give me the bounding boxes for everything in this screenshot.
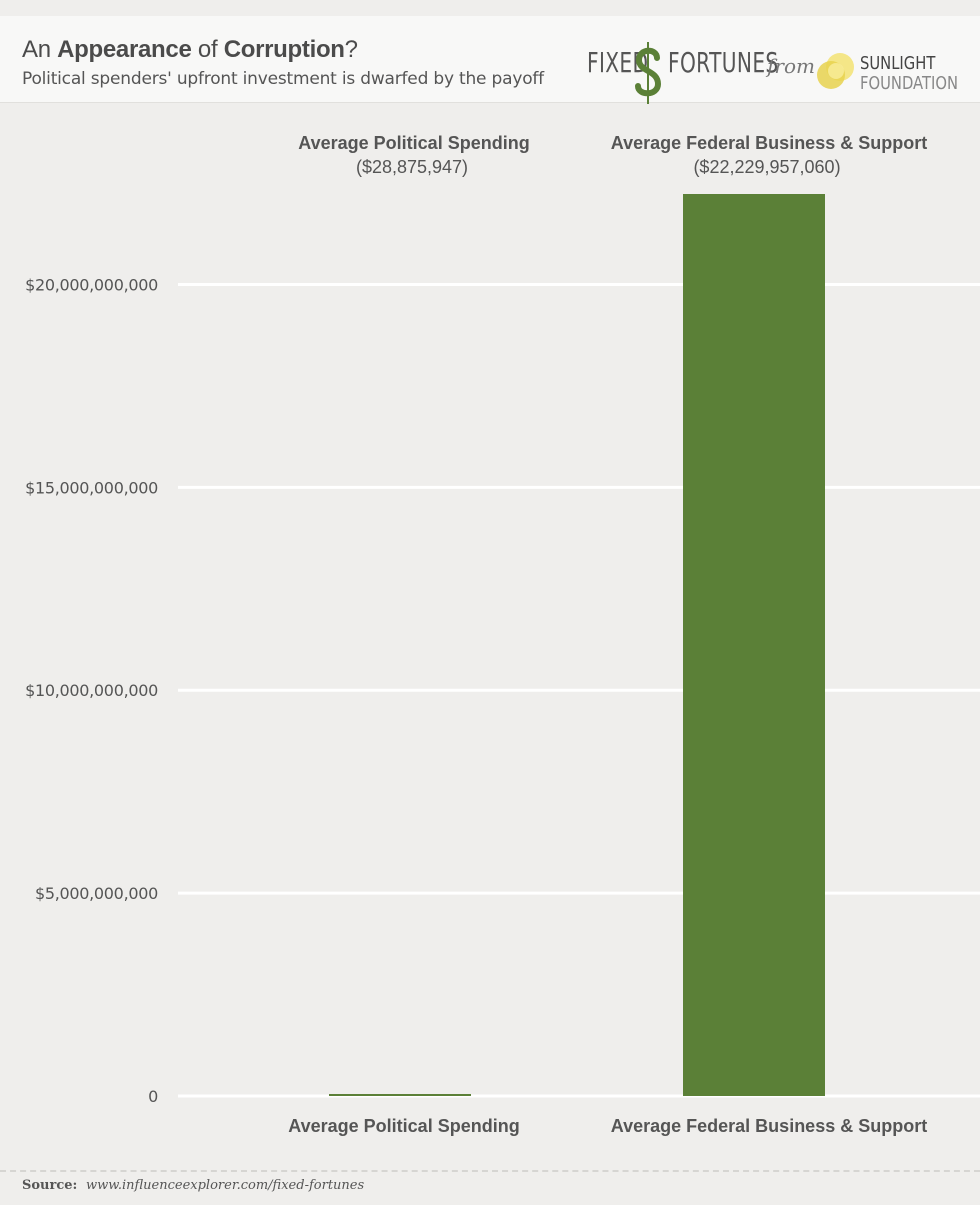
gridlines <box>178 282 980 1098</box>
top-strip <box>0 0 980 16</box>
y-tick-label: $5,000,000,000 <box>35 884 158 903</box>
source-label: Source: <box>22 1178 78 1193</box>
y-axis-tick-labels: 0 $5,000,000,000 $10,000,000,000 $15,000,00… <box>25 275 158 1106</box>
sunlight-logo-icon <box>817 53 854 89</box>
y-tick-label: $10,000,000,000 <box>25 681 158 700</box>
bar-top-category-label: Average Federal Business & Support <box>611 133 927 153</box>
source-url: www.influenceexplorer.com/fixed-fortunes <box>86 1178 365 1193</box>
y-tick-label: $15,000,000,000 <box>25 478 158 497</box>
x-tick-label: Average Political Spending <box>288 1116 519 1136</box>
bars <box>329 194 825 1096</box>
bar <box>329 1094 471 1096</box>
chart-title: An Appearance of Corruption? <box>22 36 358 63</box>
y-tick-label: 0 <box>148 1087 158 1106</box>
logo-fortunes-text: FORTUNES <box>668 46 779 79</box>
bar-value-label: ($22,229,957,060) <box>693 157 840 177</box>
bar-top-category-label: Average Political Spending <box>298 133 529 153</box>
bar-chart: 0 $5,000,000,000 $10,000,000,000 $15,000,00… <box>25 133 980 1136</box>
header: An Appearance of Corruption? Political s… <box>0 16 980 104</box>
x-tick-label: Average Federal Business & Support <box>611 1116 927 1136</box>
bar <box>683 194 825 1096</box>
y-tick-label: $20,000,000,000 <box>25 275 158 294</box>
dollar-sign-icon <box>635 42 662 104</box>
chart-subtitle: Political spenders' upfront investment i… <box>22 69 544 89</box>
sunlight-foundation-text: SUNLIGHT FOUNDATION <box>860 53 959 94</box>
x-axis-category-labels: Average Political Spending Average Federa… <box>288 1116 927 1136</box>
logo-from-text: from <box>767 54 815 78</box>
bar-top-labels: Average Political Spending ($28,875,947) A… <box>298 133 927 177</box>
source-footer: Source: www.influenceexplorer.com/fixed-… <box>0 1170 980 1205</box>
bar-value-label: ($28,875,947) <box>356 157 468 177</box>
